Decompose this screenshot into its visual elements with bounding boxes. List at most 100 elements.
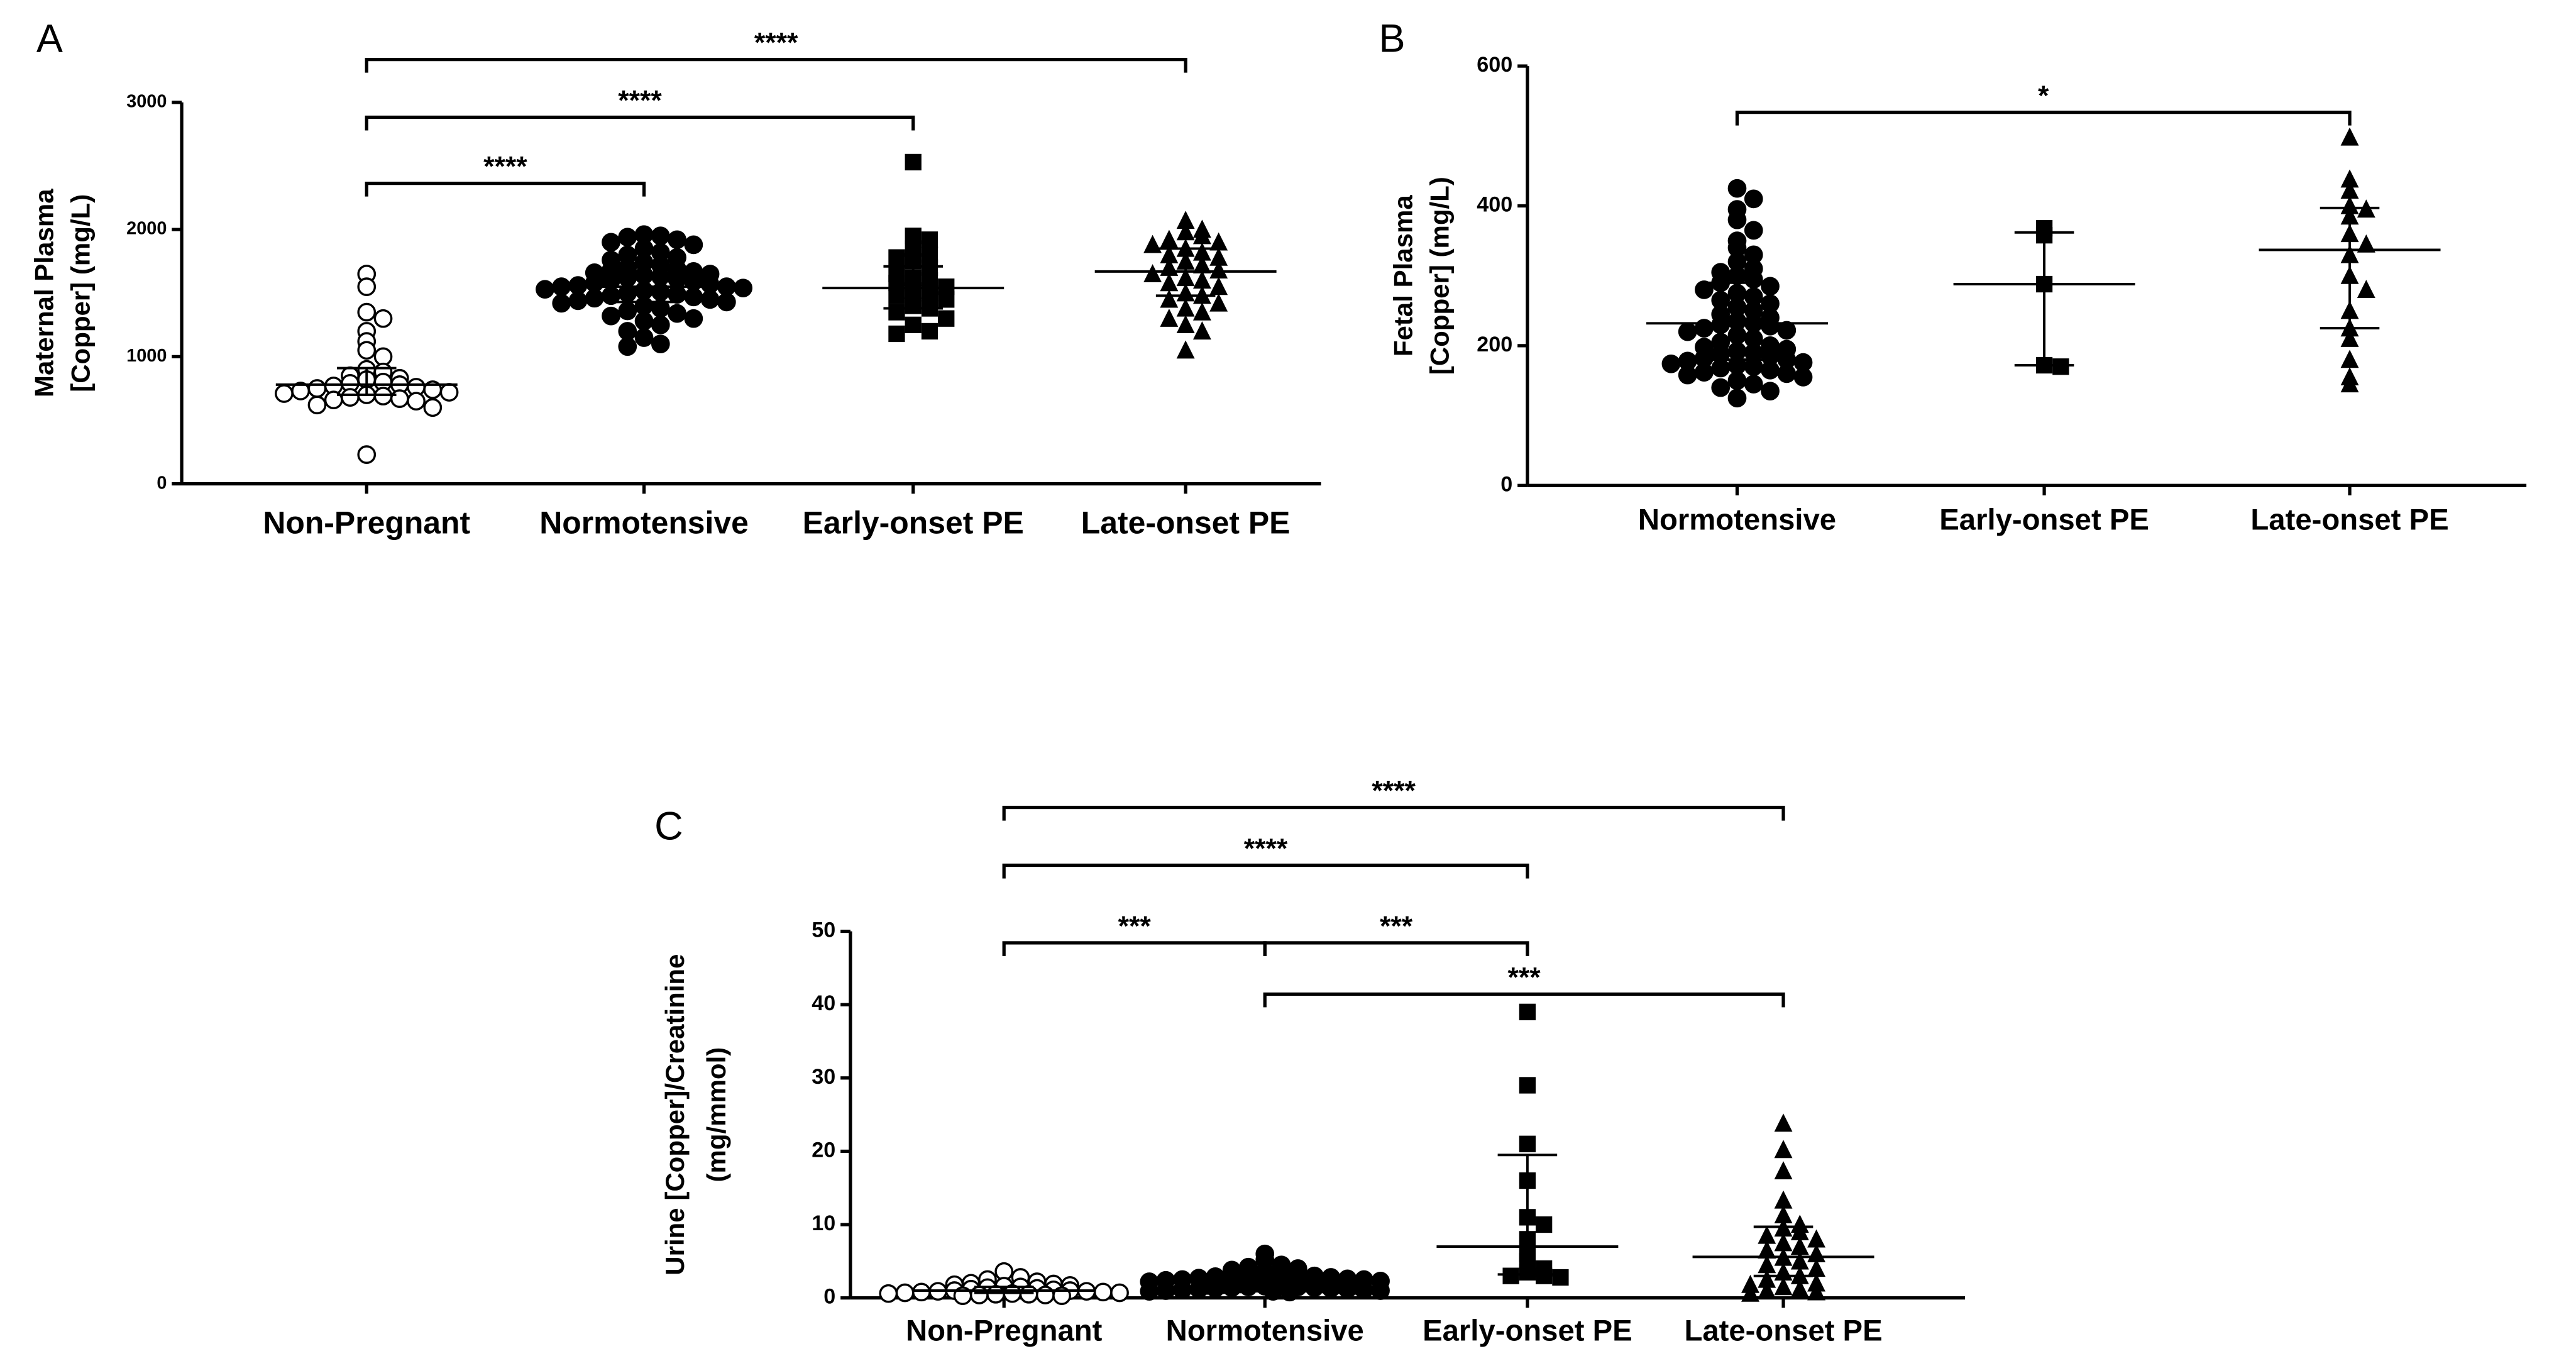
data-point <box>618 337 637 356</box>
data-point <box>1192 255 1211 273</box>
data-point <box>888 325 905 343</box>
data-point <box>1160 308 1179 327</box>
data-point <box>357 341 377 360</box>
y-tick-label: 20 <box>812 1138 835 1162</box>
data-point <box>684 309 703 328</box>
data-point <box>1744 221 1763 240</box>
x-tick-label: Non-Pregnant <box>263 505 470 541</box>
data-point <box>1143 264 1162 283</box>
y-tick-label: 40 <box>812 991 835 1015</box>
significance-bracket <box>1002 863 1529 879</box>
data-point <box>1774 1277 1793 1296</box>
data-point <box>1758 1225 1776 1244</box>
data-point <box>602 306 620 326</box>
significance-bracket <box>365 115 915 131</box>
data-point <box>651 267 670 286</box>
data-point <box>439 383 459 402</box>
data-point <box>357 277 377 296</box>
y-axis-label: (mg/mmol) <box>702 1047 731 1182</box>
significance-bracket <box>1263 941 1529 956</box>
data-point <box>1774 1205 1793 1223</box>
data-point <box>1711 315 1731 334</box>
data-point <box>307 379 327 398</box>
data-point <box>1774 1140 1793 1159</box>
data-point <box>986 1284 1005 1304</box>
data-point <box>1777 364 1797 383</box>
data-point <box>1354 1280 1373 1299</box>
data-point <box>1209 232 1228 251</box>
y-tick-label: 0 <box>823 1285 835 1309</box>
data-point <box>1695 363 1714 382</box>
data-point <box>585 289 604 308</box>
data-point <box>568 276 588 295</box>
x-tick-label: Late-onset PE <box>2250 504 2448 537</box>
data-point <box>651 315 670 334</box>
y-tick-label: 400 <box>1477 192 1512 216</box>
data-point <box>1790 1279 1809 1298</box>
data-point <box>668 304 686 323</box>
x-tick-label: Normotensive <box>1638 504 1836 537</box>
data-point <box>390 389 409 408</box>
data-point <box>357 302 377 322</box>
data-point <box>1519 1003 1536 1020</box>
data-point <box>341 388 360 407</box>
data-point <box>1807 1259 1826 1277</box>
significance-bracket <box>1002 805 1785 821</box>
data-point <box>1711 358 1731 378</box>
data-point <box>2340 350 2359 368</box>
data-point <box>2340 374 2359 393</box>
data-point <box>1711 378 1731 397</box>
data-point <box>1263 1282 1283 1301</box>
data-point <box>1160 273 1179 292</box>
data-point <box>1741 1283 1759 1302</box>
data-point <box>921 322 938 340</box>
data-point <box>1176 340 1195 359</box>
data-point <box>407 392 426 411</box>
data-point <box>2340 180 2359 199</box>
y-axis-label: Urine [Copper]/Creatinine <box>660 954 690 1275</box>
data-point <box>1192 321 1211 340</box>
data-point <box>1173 1280 1192 1299</box>
data-point <box>585 273 604 292</box>
data-point <box>275 384 294 403</box>
x-tick-label: Normotensive <box>1166 1314 1364 1347</box>
data-point <box>1761 360 1780 380</box>
data-point <box>2357 280 2375 299</box>
data-point <box>700 275 720 294</box>
panel: A Maternal Plasma [Copper] (mg/L) 0 1000 2000… <box>30 16 1321 541</box>
panel-label: A <box>36 16 63 60</box>
data-point <box>1678 322 1697 341</box>
data-point <box>2052 358 2069 375</box>
y-axis-label: Maternal Plasma <box>30 189 59 397</box>
data-point <box>1110 1283 1129 1303</box>
x-tick-label: Late-onset PE <box>1081 505 1291 541</box>
data-point <box>1774 1190 1793 1209</box>
y-tick-label: 50 <box>812 918 835 942</box>
y-axis-label: [Copper] (mg/L) <box>1424 177 1454 375</box>
data-point <box>1744 270 1763 289</box>
significance-bracket <box>1002 941 1267 956</box>
x-tick-label: Late-onset PE <box>1684 1314 1882 1347</box>
data-point <box>1519 1077 1536 1094</box>
data-point <box>1807 1229 1826 1248</box>
data-point <box>1727 388 1747 408</box>
data-point <box>1761 382 1780 400</box>
data-point <box>1093 1282 1113 1302</box>
data-point <box>1192 242 1211 261</box>
data-point <box>938 310 955 327</box>
data-point <box>1744 375 1763 394</box>
data-point <box>717 292 736 312</box>
data-point <box>1209 260 1228 278</box>
data-point <box>618 268 637 287</box>
data-point <box>568 291 588 311</box>
data-point <box>1678 365 1697 385</box>
data-point <box>1807 1282 1826 1301</box>
significance-label: **** <box>483 152 527 182</box>
significance-bracket <box>365 57 1187 73</box>
data-point <box>1189 1279 1208 1299</box>
data-point <box>1758 1240 1776 1259</box>
data-point <box>1140 1282 1159 1301</box>
data-point <box>1774 1161 1793 1180</box>
data-point <box>1790 1221 1809 1240</box>
